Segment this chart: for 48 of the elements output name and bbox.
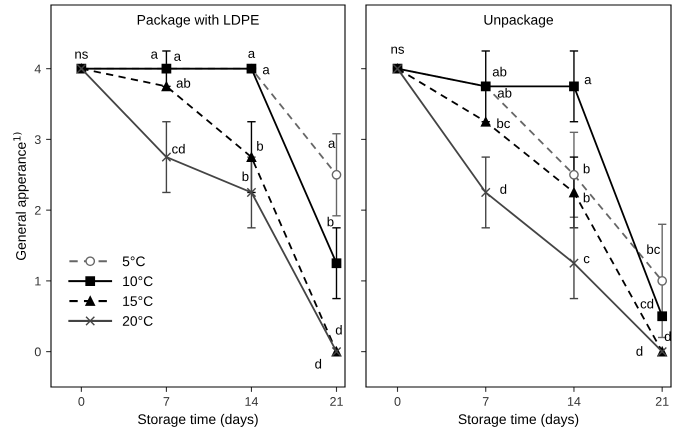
x-tick-label: 21 xyxy=(330,397,343,406)
annotation: cd xyxy=(172,144,185,154)
annotation: a xyxy=(262,67,270,74)
y-tick-label: 4 xyxy=(34,64,41,74)
annotation: a xyxy=(328,140,336,148)
annotation: d xyxy=(315,358,322,369)
x-tick-label: 21 xyxy=(656,397,669,406)
legend-label: 20°C xyxy=(122,316,153,326)
annotation: ab xyxy=(176,78,190,88)
annotation: b xyxy=(242,171,248,182)
annotation: bc xyxy=(497,118,510,128)
x-tick-label: 7 xyxy=(164,397,170,406)
annotation: b xyxy=(584,164,590,174)
x-tick-label: 14 xyxy=(568,397,581,406)
annotation: d xyxy=(336,324,342,335)
annotation: a xyxy=(584,77,592,84)
annotation: ab xyxy=(498,88,512,98)
annotation: bc xyxy=(647,244,660,254)
annotation: d xyxy=(664,331,671,342)
legend-label: 5°C xyxy=(122,256,145,266)
y-tick-label: 1 xyxy=(35,276,41,286)
x-tick-label: 0 xyxy=(394,397,400,406)
x-tick-label: 0 xyxy=(78,397,84,406)
annotation: ns xyxy=(391,46,404,54)
annotation: b xyxy=(257,141,264,151)
y-axis-title: General apperance$^{1)}$ xyxy=(13,132,29,260)
x-tick-label: 14 xyxy=(245,397,258,406)
text: Unpackage xyxy=(484,14,554,28)
x-tick-label: 7 xyxy=(482,397,489,406)
annotation: ns xyxy=(75,52,88,59)
y-tick-label: 3 xyxy=(34,135,41,144)
x-axis-title: Storage time (days) xyxy=(458,414,578,427)
annotation: ab xyxy=(492,66,506,76)
annotation: a xyxy=(248,50,256,58)
annotation: a xyxy=(174,54,182,61)
annotation: b xyxy=(328,216,334,226)
annotation: a xyxy=(151,52,158,59)
annotation: b xyxy=(584,192,590,202)
y-tick-label: 2 xyxy=(34,206,41,215)
text: Package with LDPE xyxy=(138,14,259,28)
annotation: cd xyxy=(640,298,654,308)
x-axis-title: Storage time (days) xyxy=(138,414,258,427)
annotation: c xyxy=(584,256,590,264)
annotation: d xyxy=(500,184,506,194)
y-tick-label: 0 xyxy=(34,347,41,356)
legend-label: 15°C xyxy=(123,296,153,306)
legend-label: 10°C xyxy=(123,276,153,286)
annotation: d xyxy=(636,346,642,356)
